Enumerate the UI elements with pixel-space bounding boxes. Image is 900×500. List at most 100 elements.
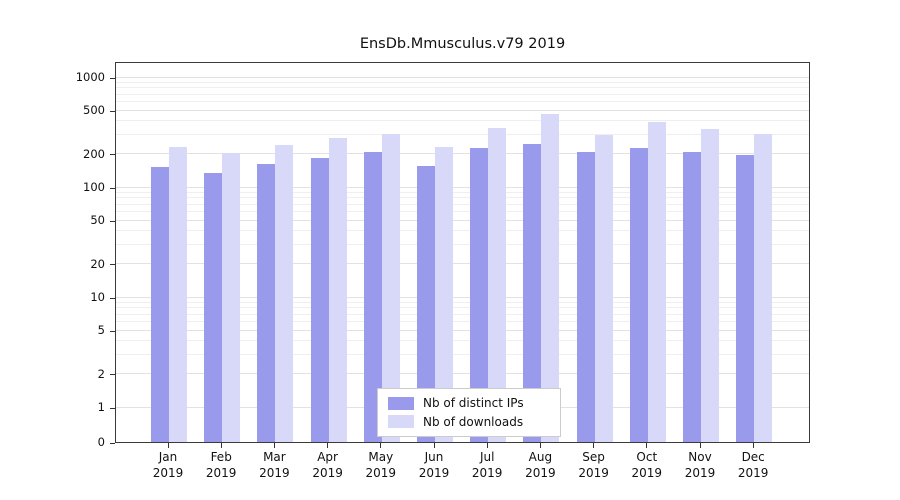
y-tick-mark bbox=[110, 220, 115, 222]
bar-downloads bbox=[328, 137, 347, 442]
legend-item-distinct-ips: Nb of distinct IPs bbox=[388, 396, 550, 410]
gridline-minor bbox=[116, 320, 809, 322]
bar-distinct-ips bbox=[523, 143, 542, 442]
y-tick-label: 1 bbox=[97, 400, 105, 414]
gridline-major bbox=[116, 186, 809, 188]
gridline-minor bbox=[116, 244, 809, 246]
y-tick-label: 200 bbox=[83, 146, 105, 161]
bar-downloads bbox=[435, 146, 453, 442]
gridline-major bbox=[116, 76, 809, 78]
gridline-minor bbox=[116, 100, 809, 102]
y-tick-label: 0 bbox=[97, 435, 105, 449]
x-tick-month: Apr bbox=[317, 450, 338, 464]
legend-label-distinct-ips: Nb of distinct IPs bbox=[423, 396, 524, 411]
bar-downloads bbox=[275, 145, 294, 442]
x-tick-mark bbox=[273, 443, 275, 448]
chart-title: EnsDb.Mmusculus.v79 2019 bbox=[359, 36, 566, 52]
x-tick-year: 2019 bbox=[259, 465, 290, 480]
x-tick-mark bbox=[699, 443, 701, 448]
y-tick-mark bbox=[110, 154, 115, 156]
bar-downloads bbox=[222, 153, 241, 442]
bar-downloads bbox=[169, 146, 187, 442]
gridline-minor bbox=[116, 307, 809, 309]
x-tick-month: Jun bbox=[424, 450, 444, 464]
bar-distinct-ips bbox=[363, 151, 382, 442]
y-tick-label: 50 bbox=[90, 213, 105, 228]
x-tick-year: 2019 bbox=[418, 465, 450, 480]
gridline-minor bbox=[116, 87, 809, 89]
x-tick-label: Jul 2019 bbox=[457, 450, 517, 481]
x-tick-year: 2019 bbox=[684, 465, 716, 480]
x-tick-mark bbox=[380, 443, 382, 448]
y-tick-label: 100 bbox=[83, 180, 105, 194]
x-tick-label: Feb 2019 bbox=[191, 450, 251, 481]
bar-downloads bbox=[541, 114, 560, 442]
x-tick-year: 2019 bbox=[525, 465, 556, 480]
plot-area bbox=[115, 62, 810, 443]
gridline-major bbox=[116, 109, 809, 111]
x-tick-year: 2019 bbox=[737, 465, 769, 480]
x-tick-mark bbox=[593, 443, 595, 448]
y-tick-label: 1000 bbox=[75, 70, 105, 84]
y-tick-label: 10 bbox=[90, 290, 105, 304]
x-tick-month: Feb bbox=[210, 450, 232, 464]
y-tick-mark bbox=[110, 297, 115, 299]
x-tick-year: 2019 bbox=[631, 465, 663, 480]
bar-distinct-ips bbox=[204, 172, 223, 442]
bar-downloads bbox=[701, 128, 719, 442]
x-tick-month: Dec bbox=[741, 450, 765, 464]
x-tick-mark bbox=[167, 443, 169, 448]
bar-downloads bbox=[647, 121, 666, 442]
bar-distinct-ips bbox=[576, 152, 595, 442]
legend-swatch-downloads bbox=[388, 415, 414, 429]
x-tick-month: Mar bbox=[263, 450, 286, 464]
bar-distinct-ips bbox=[683, 152, 701, 442]
bar-downloads bbox=[488, 127, 507, 442]
x-tick-label: Mar 2019 bbox=[244, 450, 304, 481]
x-tick-mark bbox=[646, 443, 648, 448]
gridline-major bbox=[116, 219, 809, 221]
x-tick-mark bbox=[752, 443, 754, 448]
bar-distinct-ips bbox=[257, 163, 276, 442]
gridline-minor bbox=[116, 301, 809, 303]
gridline-minor bbox=[116, 203, 809, 205]
gridline-major bbox=[116, 153, 809, 155]
y-tick-label: 5 bbox=[97, 323, 105, 338]
x-tick-year: 2019 bbox=[152, 465, 184, 480]
x-tick-month: Jul bbox=[479, 450, 495, 464]
x-tick-label: Aug 2019 bbox=[510, 450, 570, 481]
x-tick-month: Oct bbox=[636, 450, 658, 464]
x-tick-year: 2019 bbox=[365, 465, 397, 480]
y-tick-label: 500 bbox=[83, 103, 105, 118]
legend: Nb of distinct IPs Nb of downloads bbox=[377, 388, 561, 437]
x-tick-mark bbox=[327, 443, 329, 448]
x-tick-mark bbox=[433, 443, 435, 448]
gridline-minor bbox=[116, 120, 809, 122]
x-tick-label: Sep 2019 bbox=[564, 450, 624, 481]
x-tick-mark bbox=[486, 443, 488, 448]
x-tick-month: Jan bbox=[158, 450, 178, 464]
bar-distinct-ips bbox=[151, 167, 169, 442]
x-tick-label: Nov 2019 bbox=[670, 450, 730, 481]
gridline-minor bbox=[116, 210, 809, 212]
y-tick-mark bbox=[110, 374, 115, 376]
x-tick-label: Jan 2019 bbox=[138, 450, 198, 481]
bar-distinct-ips bbox=[310, 158, 329, 442]
y-tick-mark bbox=[110, 77, 115, 79]
legend-label-downloads: Nb of downloads bbox=[423, 414, 524, 429]
bar-distinct-ips bbox=[470, 147, 489, 442]
gridline-minor bbox=[116, 191, 809, 193]
x-tick-year: 2019 bbox=[471, 465, 503, 480]
bar-distinct-ips bbox=[736, 154, 755, 442]
x-tick-month: Nov bbox=[688, 450, 712, 464]
gridline-minor bbox=[116, 354, 809, 356]
x-tick-year: 2019 bbox=[205, 465, 237, 480]
y-tick-mark bbox=[110, 407, 115, 409]
gridline-minor bbox=[116, 134, 809, 136]
gridline-minor bbox=[116, 340, 809, 342]
y-tick-mark bbox=[110, 187, 115, 189]
x-tick-label: May 2019 bbox=[351, 450, 411, 481]
x-tick-month: Aug bbox=[528, 450, 553, 464]
x-tick-label: Dec 2019 bbox=[723, 450, 783, 481]
